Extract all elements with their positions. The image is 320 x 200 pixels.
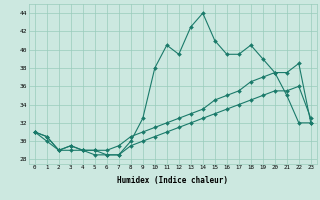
X-axis label: Humidex (Indice chaleur): Humidex (Indice chaleur): [117, 176, 228, 185]
